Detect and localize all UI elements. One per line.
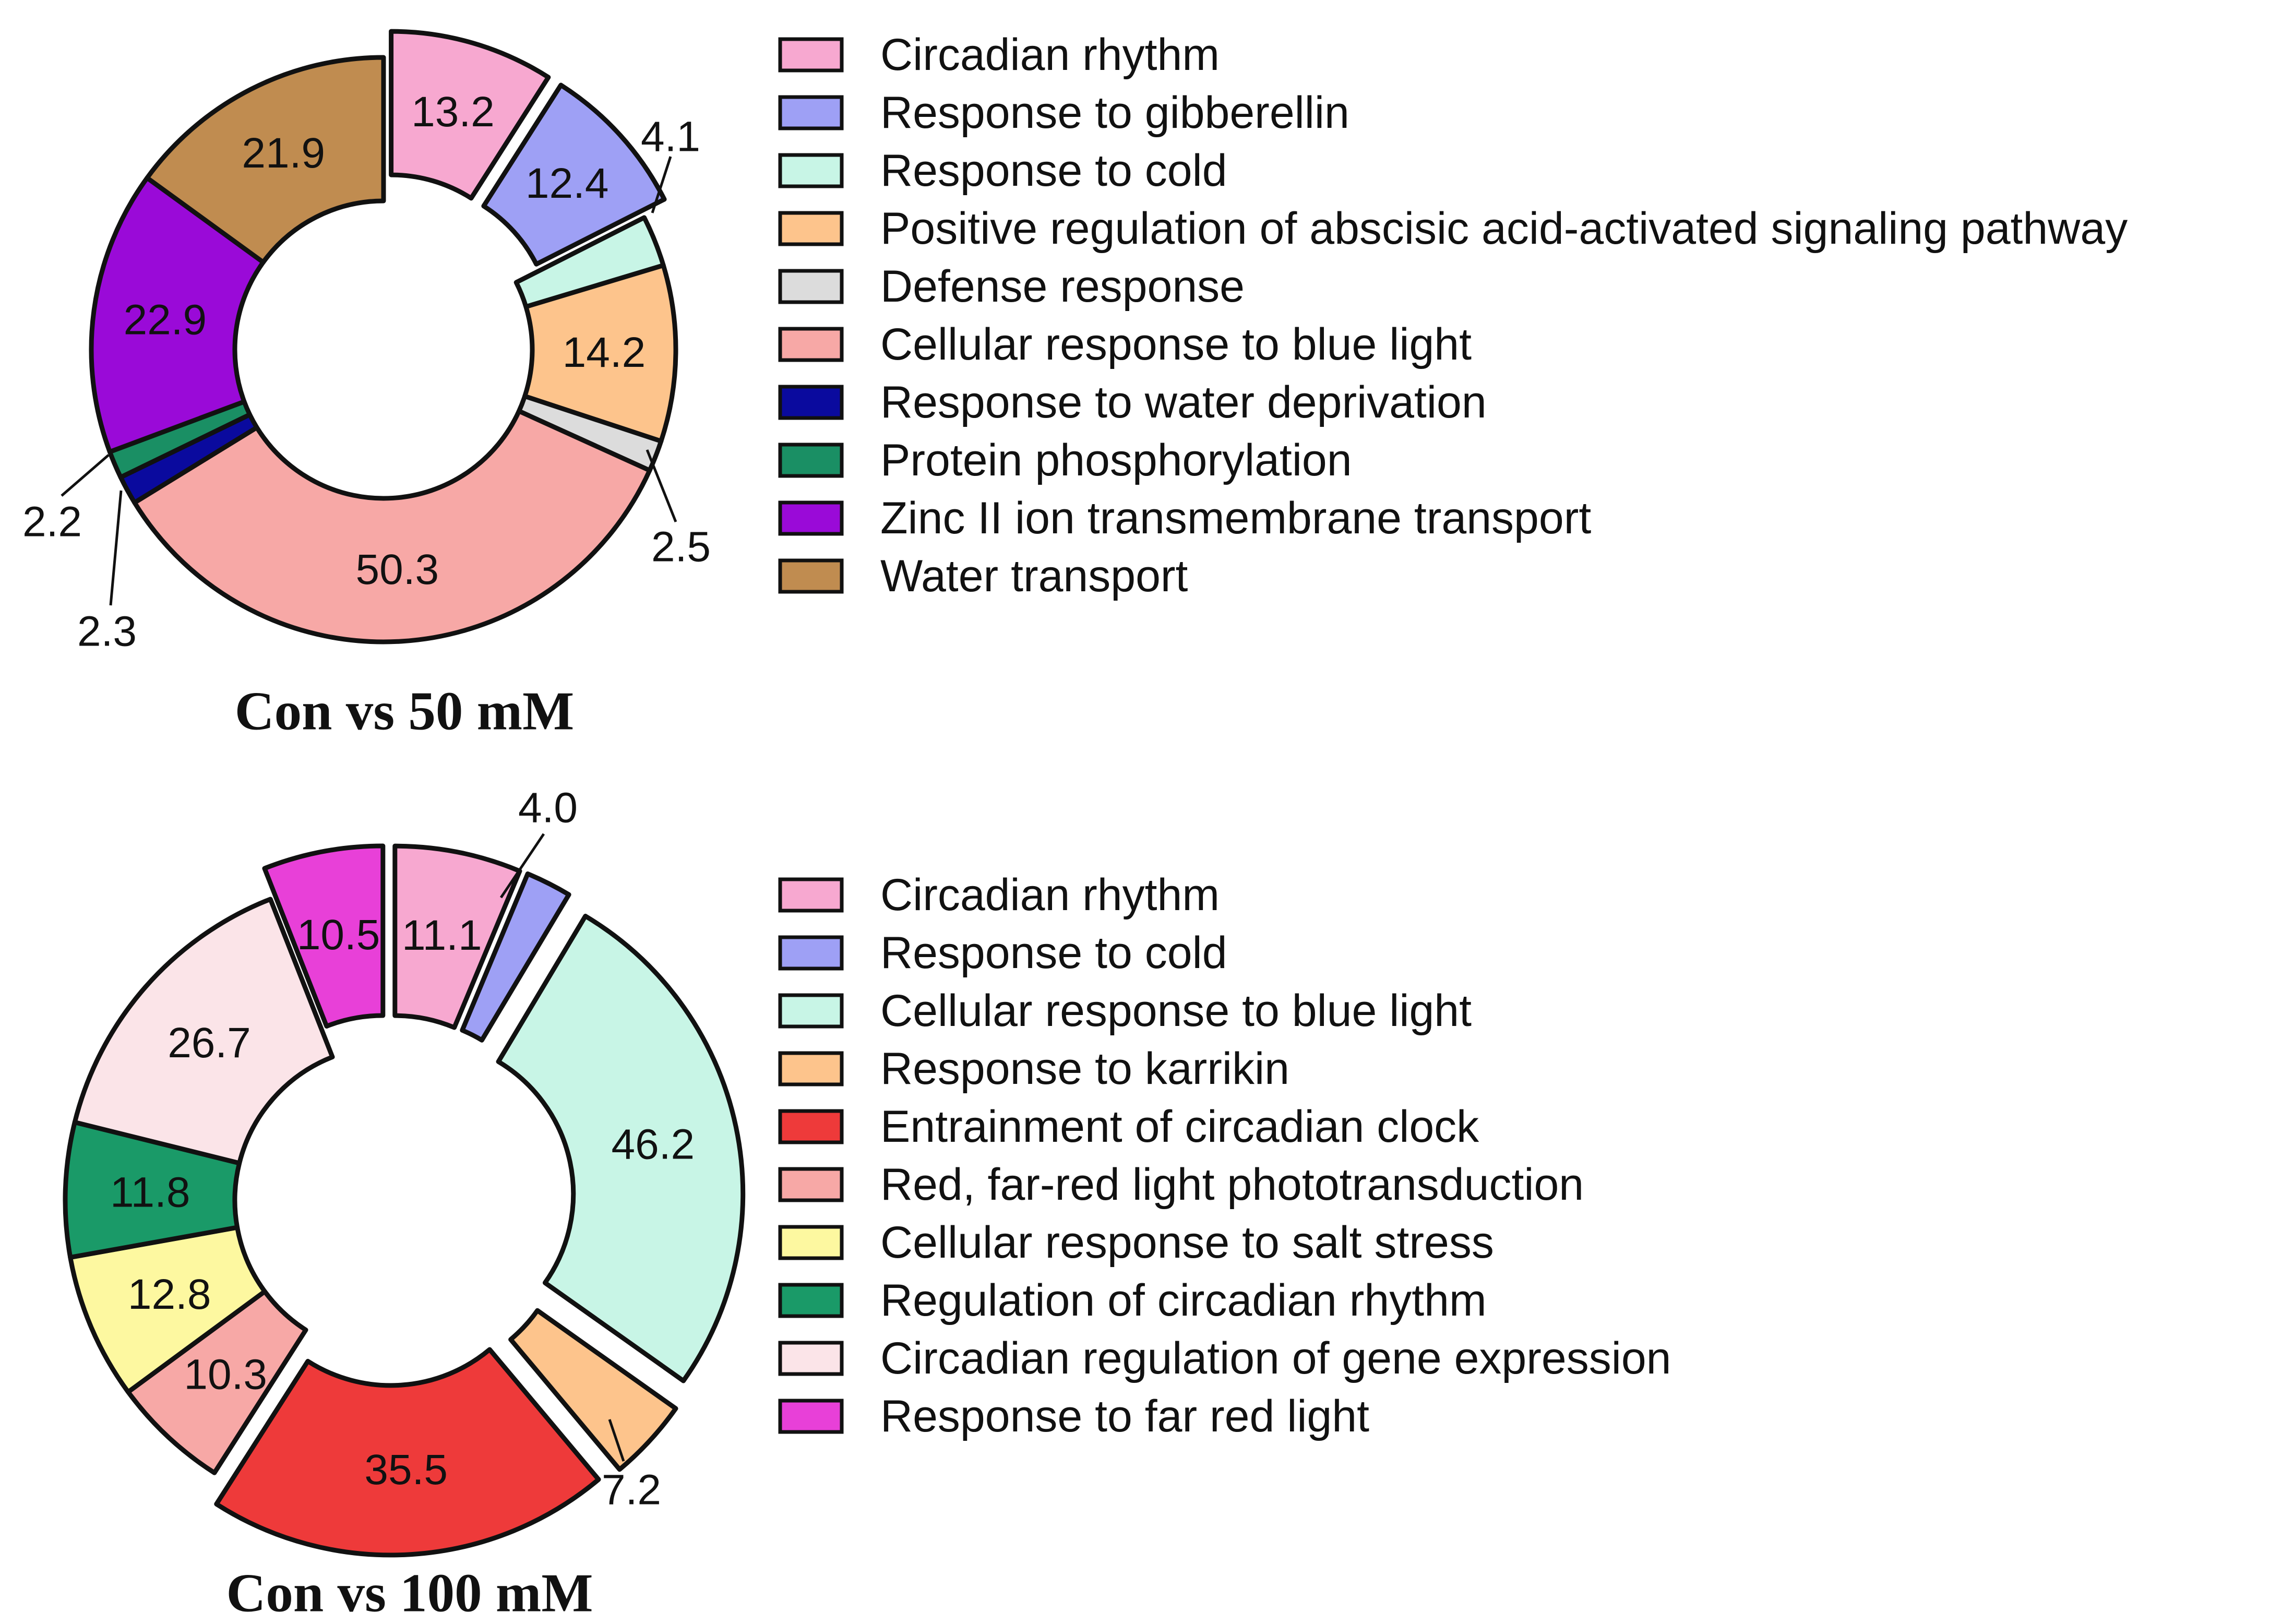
legend-swatch: [778, 993, 844, 1029]
legend-swatch: [778, 211, 844, 246]
legend: Circadian rhythm Response to cold Cellular…: [778, 870, 1671, 1441]
legend-swatch: [778, 385, 844, 420]
legend-swatch: [778, 558, 844, 594]
value-label: 26.7: [168, 1019, 251, 1067]
donut-slices: [89, 29, 678, 644]
slice-zinc-ii-ion-transmembrane-transport: [89, 175, 266, 455]
value-label: 46.2: [612, 1121, 695, 1168]
legend-swatch: [778, 1283, 844, 1318]
donut-value-labels: 13.2 12.4 4.1 14.2 2.5 50.3 2.3 2.2 22.9 21.9: [22, 88, 711, 655]
legend-label: Positive regulation of abscisic acid-act…: [880, 204, 2128, 254]
value-label: 2.2: [22, 498, 82, 546]
legend-swatch: [778, 1341, 844, 1376]
legend-swatch: [778, 1399, 844, 1434]
slice-cellular-response-to-blue-light: [132, 409, 652, 644]
legend-label: Red, far-red light phototransduction: [880, 1160, 1584, 1210]
donut-value-labels: 11.1 4.0 46.2 7.2 35.5 10.3 12.8 11.8 26.7 10.5: [110, 784, 695, 1514]
slice-circadian-regulation-of-gene-expression: [72, 897, 335, 1166]
legend-label: Zinc II ion transmembrane transport: [880, 493, 1591, 543]
value-label: 21.9: [242, 129, 325, 177]
value-label: 2.5: [651, 523, 711, 571]
legend-label: Cellular response to salt stress: [880, 1217, 1494, 1268]
slice-response-to-gibberellin: [481, 82, 667, 267]
slice-circadian-rhythm: [389, 29, 551, 201]
legend-swatch: [778, 500, 844, 536]
chart-title: Con vs 50 mM: [235, 680, 574, 742]
legend-label: Circadian rhythm: [880, 870, 1220, 920]
value-label: 10.3: [184, 1351, 267, 1398]
value-label: 11.8: [110, 1168, 190, 1216]
legend-label: Cellular response to blue light: [880, 986, 1472, 1036]
slice-response-to-far-red-light: [262, 843, 386, 1029]
leader-line: [646, 449, 677, 522]
value-label: 12.8: [128, 1271, 211, 1318]
legend-label: Entrainment of circadian clock: [880, 1102, 1479, 1152]
slice-cellular-response-to-blue-light: [496, 913, 746, 1383]
value-label: 35.5: [364, 1446, 448, 1494]
value-label: 10.5: [297, 911, 380, 959]
legend-label: Response to cold: [880, 928, 1227, 978]
leader-line: [109, 490, 123, 606]
leader-line: [608, 1419, 625, 1462]
donut-slices: [63, 843, 746, 1558]
legend-label: Circadian regulation of gene expression: [880, 1333, 1671, 1383]
legend-label: Defense response: [880, 261, 1245, 312]
legend-swatch: [778, 153, 844, 188]
value-label: 14.2: [563, 329, 646, 376]
slice-water-transport: [145, 55, 386, 265]
chart-con-vs-100mm: 11.1 4.0 46.2 7.2 35.5 10.3 12.8 11.8 26.7 10.5 C…: [63, 784, 1671, 1623]
slice-response-to-cold: [460, 871, 571, 1043]
legend-label: Response to karrikin: [880, 1044, 1289, 1094]
leader-line: [651, 156, 672, 213]
value-label: 50.3: [356, 546, 439, 593]
value-label: 13.2: [411, 88, 495, 136]
legend: Circadian rhythm Response to gibberellin R…: [778, 30, 2128, 601]
legend-label: Water transport: [880, 551, 1188, 601]
legend-label: Circadian rhythm: [880, 30, 1220, 80]
legend-swatch: [778, 1167, 844, 1202]
value-label: 4.0: [518, 784, 578, 832]
legend-label: Protein phosphorylation: [880, 435, 1352, 485]
value-label: 7.2: [602, 1466, 661, 1514]
slice-positive-regulation-of-abscisic-acid-activated-signaling-pathway: [522, 262, 678, 444]
value-label: 4.1: [641, 113, 700, 161]
legend-swatch: [778, 443, 844, 478]
slice-entrainment-of-circadian-clock: [214, 1347, 601, 1558]
legend-swatch: [778, 327, 844, 362]
legend-swatch: [778, 269, 844, 304]
chart-con-vs-50mm: 13.2 12.4 4.1 14.2 2.5 50.3 2.3 2.2 22.9 21.9 Cir…: [22, 29, 2128, 742]
value-label: 12.4: [525, 160, 609, 207]
legend-label: Cellular response to blue light: [880, 319, 1472, 369]
legend-label: Regulation of circadian rhythm: [880, 1275, 1487, 1326]
legend-label: Response to water deprivation: [880, 377, 1487, 427]
legend-label: Response to far red light: [880, 1391, 1369, 1441]
leader-line: [61, 454, 110, 497]
slice-response-to-karrikin: [508, 1308, 678, 1472]
value-label: 2.3: [77, 608, 137, 655]
legend-swatch: [778, 1225, 844, 1260]
legend-label: Response to cold: [880, 146, 1227, 196]
value-label: 22.9: [124, 296, 207, 343]
leader-line: [499, 833, 545, 899]
legend-swatch: [778, 877, 844, 913]
legend-swatch: [778, 935, 844, 971]
legend-swatch: [778, 37, 844, 73]
chart-title: Con vs 100 mM: [226, 1562, 593, 1623]
legend-swatch: [778, 1109, 844, 1144]
legend-swatch: [778, 1051, 844, 1086]
value-label: 11.1: [402, 912, 482, 959]
legend-swatch: [778, 95, 844, 130]
legend-label: Response to gibberellin: [880, 88, 1349, 138]
